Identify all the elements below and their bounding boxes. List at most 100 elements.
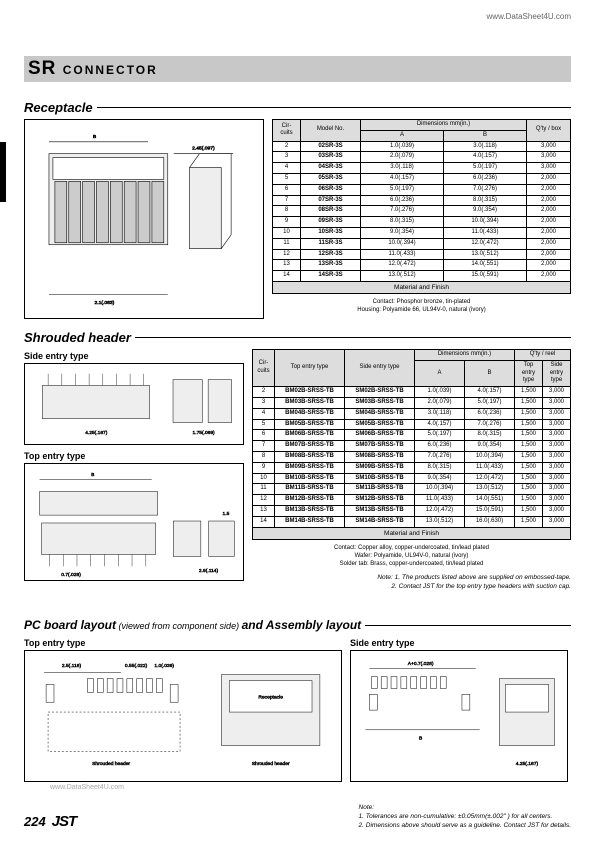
- cell: 9.0(.354): [415, 473, 465, 484]
- cell: 1,500: [515, 441, 543, 452]
- jst-logo: JST: [52, 813, 77, 830]
- cell: BM02B-SRSS-TB: [275, 387, 345, 398]
- cell: 1,500: [515, 484, 543, 495]
- cell: 3.0(.118): [361, 163, 444, 174]
- receptacle-table-wrap: Cir- cuits Model No. Dimensions mm(in.) …: [272, 119, 571, 319]
- side-entry-drawing: 4.25(.167) 1.75(.069): [24, 363, 244, 445]
- shrouded-material-note: Contact: Copper alloy, copper-undercoate…: [252, 544, 571, 569]
- cell: 1,500: [515, 408, 543, 419]
- cell: 13.0(.512): [415, 516, 465, 527]
- cell: 2,000: [527, 238, 571, 249]
- cell: SM09B-SRSS-TB: [345, 462, 415, 473]
- cell: 14: [253, 516, 275, 527]
- cell: BM10B-SRSS-TB: [275, 473, 345, 484]
- cell: 2,000: [527, 271, 571, 282]
- cell: BM14B-SRSS-TB: [275, 516, 345, 527]
- cell: 13: [273, 260, 301, 271]
- cell: 13.0(.512): [465, 484, 515, 495]
- pcb-side-label: Side entry type: [350, 638, 571, 648]
- cell: SM03B-SRSS-TB: [345, 397, 415, 408]
- cell: 2,000: [527, 206, 571, 217]
- cell: 3,000: [543, 451, 571, 462]
- footer-note-label: Note:: [359, 803, 571, 812]
- cell: 7.0(.276): [465, 419, 515, 430]
- cell: 10: [273, 227, 301, 238]
- table-row: 4BM04B-SRSS-TBSM04B-SRSS-TB3.0(.118)6.0(…: [253, 408, 571, 419]
- watermark-text: www.DataSheet4U.com: [50, 784, 124, 791]
- cell: 07SR-3S: [301, 195, 361, 206]
- cell: 3,000: [543, 408, 571, 419]
- cell: 2: [253, 387, 275, 398]
- table-row: 13BM13B-SRSS-TBSM13B-SRSS-TB12.0(.472)15…: [253, 505, 571, 516]
- cell: 1,500: [515, 495, 543, 506]
- cell: 1,500: [515, 473, 543, 484]
- pcb-heading-sub: (viewed from component side): [116, 621, 242, 631]
- cell: SM10B-SRSS-TB: [345, 473, 415, 484]
- cell: 3: [273, 152, 301, 163]
- table-row: 11BM11B-SRSS-TBSM11B-SRSS-TB10.0(.394)13…: [253, 484, 571, 495]
- table-row: 8BM08B-SRSS-TBSM08B-SRSS-TB7.0(.276)10.0…: [253, 451, 571, 462]
- cell: 02SR-3S: [301, 141, 361, 152]
- cell: 5.0(.197): [465, 397, 515, 408]
- th-qty: Q'ty / reel: [515, 350, 571, 361]
- cell: 8.0(.315): [465, 430, 515, 441]
- cell: 2,000: [527, 249, 571, 260]
- cell: 10: [253, 473, 275, 484]
- cell: 6.0(.236): [465, 408, 515, 419]
- table-row: 6BM06B-SRSS-TBSM06B-SRSS-TB5.0(.197)8.0(…: [253, 430, 571, 441]
- cell: 1,500: [515, 430, 543, 441]
- page-side-tab: [0, 142, 6, 202]
- cell: SM08B-SRSS-TB: [345, 451, 415, 462]
- cell: SM14B-SRSS-TB: [345, 516, 415, 527]
- cell: 2,000: [527, 195, 571, 206]
- cell: 5: [273, 173, 301, 184]
- cell: 5.0(.197): [415, 430, 465, 441]
- cell: 9: [253, 462, 275, 473]
- cell: 10.0(.394): [415, 484, 465, 495]
- source-url: www.DataSheet4U.com: [487, 12, 571, 21]
- pcb-heading-p2: and Assembly layout: [242, 618, 362, 632]
- cell: 5.0(.197): [444, 163, 527, 174]
- th-circuits: Cir- cuits: [253, 350, 275, 387]
- cell: 15.0(.591): [465, 505, 515, 516]
- cell: 13: [253, 505, 275, 516]
- table-row: 5BM05B-SRSS-TBSM05B-SRSS-TB4.0(.157)7.0(…: [253, 419, 571, 430]
- cell: 4.0(.157): [465, 387, 515, 398]
- svg-text:A+0.7(.028): A+0.7(.028): [408, 661, 434, 667]
- cell: 3,000: [543, 387, 571, 398]
- cell: SM12B-SRSS-TB: [345, 495, 415, 506]
- cell: 12.0(.472): [465, 473, 515, 484]
- svg-text:B: B: [419, 736, 423, 742]
- cell: 8.0(.315): [415, 462, 465, 473]
- cell: 3: [253, 397, 275, 408]
- cell: 14.0(.551): [465, 495, 515, 506]
- cell: 2,000: [527, 173, 571, 184]
- cell: 10.0(.394): [465, 451, 515, 462]
- th-qtop: Top entry type: [515, 360, 543, 386]
- shrouded-heading: Shrouded header: [24, 330, 131, 345]
- cell: 3.0(.118): [415, 408, 465, 419]
- table-row: 12BM12B-SRSS-TBSM12B-SRSS-TB11.0(.433)14…: [253, 495, 571, 506]
- th-qside: Side entry type: [543, 360, 571, 386]
- cell: 09SR-3S: [301, 217, 361, 228]
- title-prefix: SR: [28, 58, 56, 79]
- cell: 6.0(.236): [415, 441, 465, 452]
- cell: BM06B-SRSS-TB: [275, 430, 345, 441]
- cell: 13.0(.512): [361, 271, 444, 282]
- cell: 12: [273, 249, 301, 260]
- cell: 8.0(.315): [361, 217, 444, 228]
- footer-note: Note: 1. Tolerances are non-cumulative: …: [359, 803, 571, 830]
- cell: BM04B-SRSS-TB: [275, 408, 345, 419]
- table-row: 303SR-3S2.0(.079)4.0(.157)3,000: [273, 152, 571, 163]
- cell: 15.0(.591): [444, 271, 527, 282]
- cell: 1,500: [515, 451, 543, 462]
- cell: 2,000: [527, 260, 571, 271]
- cell: 1.0(.039): [415, 387, 465, 398]
- svg-text:0.7(.028): 0.7(.028): [61, 572, 81, 578]
- table-row: 707SR-3S6.0(.236)8.0(.315)2,000: [273, 195, 571, 206]
- svg-text:Receptacle: Receptacle: [258, 694, 283, 700]
- receptacle-material-note: Contact: Phosphor bronze, tin-platedHous…: [272, 298, 571, 315]
- cell: 3,000: [543, 462, 571, 473]
- table-row: 2BM02B-SRSS-TBSM02B-SRSS-TB1.0(.039)4.0(…: [253, 387, 571, 398]
- svg-text:1.5: 1.5: [222, 511, 229, 517]
